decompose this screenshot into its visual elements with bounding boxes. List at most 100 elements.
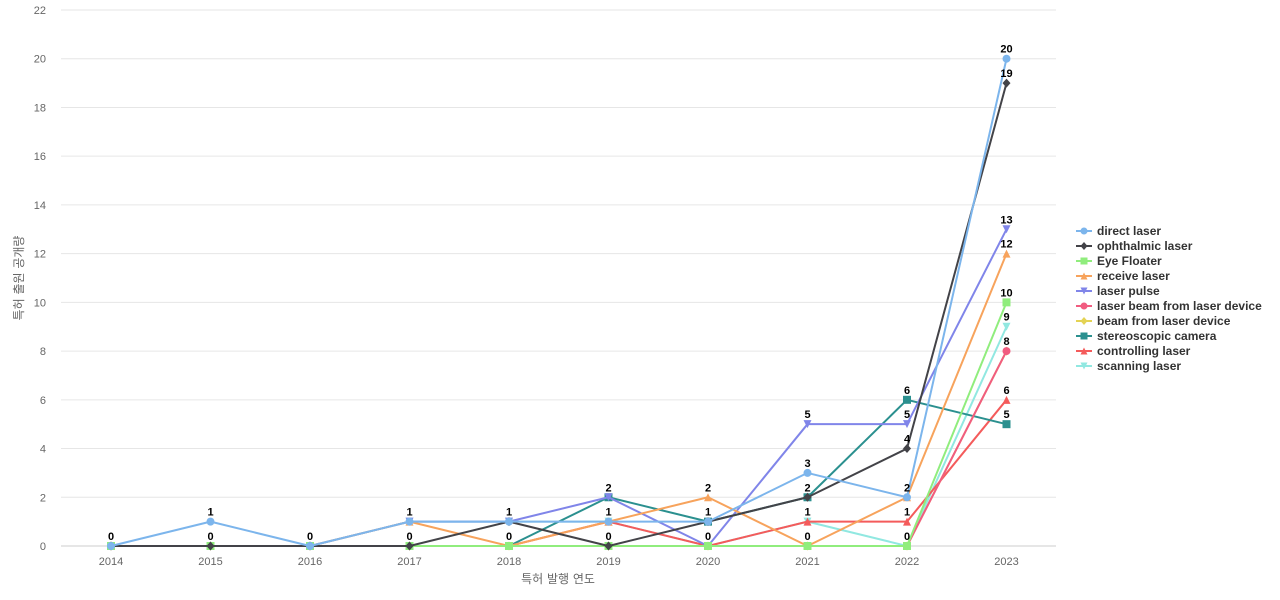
legend-label: scanning laser [1097, 359, 1181, 373]
legend-marker [1080, 257, 1088, 265]
legend-marker [1080, 227, 1088, 235]
legend-item[interactable]: stereoscopic camera [1076, 329, 1217, 343]
data-point [206, 517, 215, 526]
series-line [111, 398, 1007, 547]
legend-item[interactable]: laser beam from laser device [1076, 299, 1262, 313]
data-point [107, 542, 115, 550]
legend-item[interactable]: scanning laser [1076, 359, 1181, 373]
series-line [111, 326, 1008, 547]
data-point [1002, 322, 1011, 331]
data-label: 0 [705, 531, 711, 543]
legend-item[interactable]: receive laser [1076, 269, 1170, 283]
x-tick-label: 2016 [298, 556, 322, 568]
data-label: 0 [804, 531, 810, 543]
data-point [604, 541, 613, 551]
legend-label: controlling laser [1097, 344, 1191, 358]
data-point [1002, 249, 1011, 258]
data-label: 0 [207, 531, 213, 543]
legend-label: Eye Floater [1097, 254, 1162, 268]
data-point [903, 444, 911, 454]
y-tick-label: 0 [40, 541, 46, 553]
data-label: 2 [705, 482, 711, 494]
legend-item[interactable]: controlling laser [1076, 344, 1191, 358]
x-axis-title: 특허 발행 연도 [521, 571, 595, 586]
y-tick-label: 8 [40, 346, 46, 358]
legend-label: beam from laser device [1097, 314, 1231, 328]
x-tick-label: 2022 [895, 556, 919, 568]
data-point [803, 517, 812, 526]
legend-marker [1080, 332, 1088, 340]
data-point [1002, 395, 1011, 404]
data-point [405, 541, 414, 551]
data-label: 0 [406, 531, 412, 543]
legend-label: laser pulse [1097, 284, 1160, 298]
legend-item[interactable]: Eye Floater [1076, 254, 1162, 268]
data-label: 1 [705, 507, 711, 519]
data-label: 1 [207, 507, 213, 519]
series-lines [107, 54, 1011, 551]
legend-item[interactable]: ophthalmic laser [1076, 239, 1193, 253]
data-label: 1 [506, 507, 512, 519]
legend-label: laser beam from laser device [1097, 299, 1262, 313]
legend-label: ophthalmic laser [1097, 239, 1193, 253]
data-point [405, 517, 414, 526]
data-point [704, 517, 712, 526]
data-point [206, 541, 215, 551]
data-point [1002, 78, 1011, 88]
series-scanning-laser [107, 322, 1011, 550]
data-label: 10 [1000, 287, 1012, 299]
data-label: 0 [904, 531, 910, 543]
data-point [803, 492, 812, 502]
data-point [903, 517, 911, 526]
legend-marker [1080, 347, 1088, 355]
y-tick-label: 14 [34, 200, 46, 212]
data-point [306, 542, 314, 550]
legend-label: direct laser [1097, 224, 1161, 238]
legend-item[interactable]: direct laser [1076, 224, 1161, 238]
data-label: 0 [108, 531, 114, 543]
data-point [903, 395, 911, 404]
data-label: 8 [1003, 336, 1009, 348]
y-tick-label: 18 [34, 102, 46, 114]
data-point [803, 468, 812, 477]
data-label: 19 [1000, 68, 1012, 80]
data-point [1002, 420, 1011, 429]
data-point [604, 493, 613, 502]
y-tick-label: 20 [34, 54, 46, 66]
x-tick-label: 2019 [596, 556, 620, 568]
data-label: 0 [307, 531, 313, 543]
series-laser-pulse [107, 225, 1011, 550]
legend-marker [1080, 302, 1088, 310]
series-line [111, 228, 1008, 547]
x-axis-ticks: 2014 2015 2016 2017 2018 2019 2020 2021 2022 2023 [99, 556, 1019, 568]
y-axis-ticks: 0 2 4 6 8 10 12 14 16 18 20 22 [34, 5, 46, 553]
data-label: 0 [506, 531, 512, 543]
data-point [1002, 54, 1011, 63]
series-ophthalmic-laser [107, 78, 1011, 551]
legend-item[interactable]: beam from laser device [1076, 314, 1231, 328]
data-point [903, 420, 911, 429]
data-point [505, 542, 513, 550]
y-tick-label: 6 [40, 395, 46, 407]
y-tick-label: 4 [40, 444, 46, 456]
data-label: 1 [904, 507, 910, 519]
x-tick-label: 2018 [497, 556, 521, 568]
series-line [111, 82, 1008, 547]
x-tick-label: 2020 [696, 556, 720, 568]
data-point [803, 542, 812, 550]
data-label: 2 [804, 482, 810, 494]
data-point [604, 517, 613, 526]
y-tick-label: 10 [34, 297, 46, 309]
data-label: 1 [804, 507, 810, 519]
data-point [1002, 298, 1011, 307]
legend-item[interactable]: laser pulse [1076, 284, 1160, 298]
legend-marker [1080, 362, 1088, 370]
x-tick-label: 2017 [397, 556, 421, 568]
data-label: 1 [406, 507, 412, 519]
x-tick-label: 2014 [99, 556, 123, 568]
y-tick-label: 22 [34, 5, 46, 17]
data-point [505, 517, 513, 526]
